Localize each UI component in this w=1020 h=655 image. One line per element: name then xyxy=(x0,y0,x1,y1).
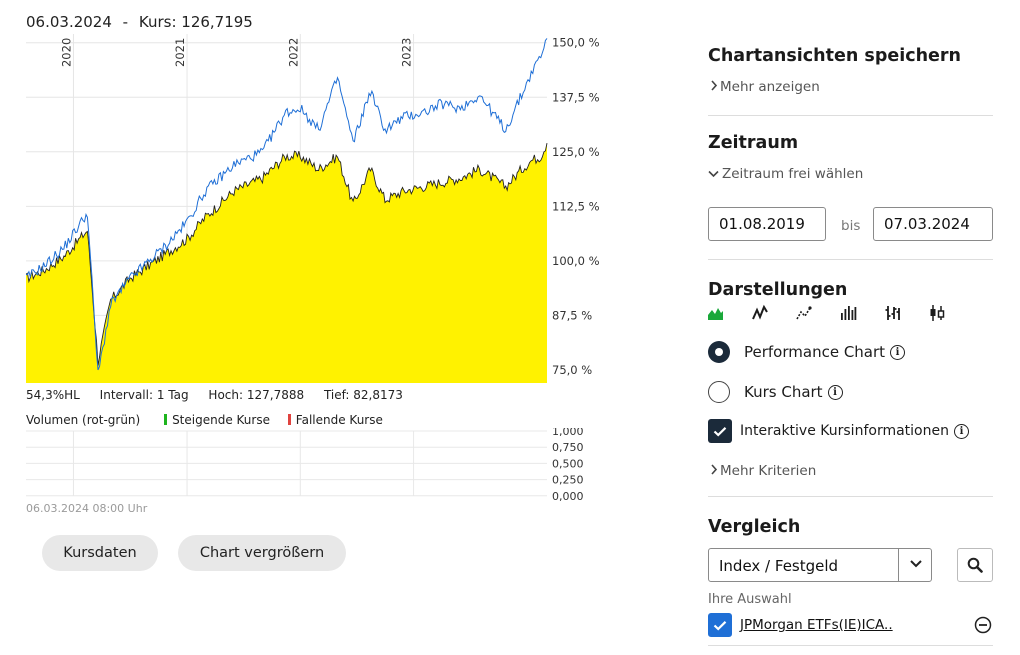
ihre-auswahl-label: Ihre Auswahl xyxy=(708,592,792,607)
performance-chart[interactable]: 150,0 % 137,5 % 125,0 % 112,5 % 100,0 % 87,5 … xyxy=(26,34,626,386)
check-icon xyxy=(713,426,727,437)
kursdaten-button[interactable]: Kursdaten xyxy=(42,535,158,571)
chevron-right-icon xyxy=(710,463,720,479)
chart-timestamp: 06.03.2024 08:00 Uhr xyxy=(26,502,148,515)
x-tick-label: 2020 xyxy=(59,38,73,67)
header-date: 06.03.2024 xyxy=(26,13,112,31)
bar-chart-icon[interactable] xyxy=(839,304,857,322)
ohlc-chart-icon[interactable] xyxy=(884,304,902,322)
y-tick-label: 100,0 % xyxy=(552,254,600,268)
y-tick-label: 75,0 % xyxy=(552,363,592,377)
chevron-down-icon xyxy=(708,166,722,182)
comparison-line-series xyxy=(26,38,548,371)
rising-swatch xyxy=(164,414,168,425)
info-icon[interactable]: i xyxy=(953,423,969,439)
y-tick-label: 87,5 % xyxy=(552,308,592,322)
divider xyxy=(708,496,993,497)
date-from-input[interactable] xyxy=(708,207,826,241)
volume-tick-label: 0,250 xyxy=(552,474,584,487)
chart-header: 06.03.2024 - Kurs: 126,7195 xyxy=(26,13,253,31)
volume-tick-label: 0,000 xyxy=(552,490,584,503)
falling-swatch xyxy=(287,414,291,425)
search-icon xyxy=(967,557,983,573)
info-icon[interactable]: i xyxy=(827,384,843,400)
line-chart-icon[interactable] xyxy=(751,304,769,322)
mehr-anzeigen-label: Mehr anzeigen xyxy=(720,79,820,95)
volume-legend: Volumen (rot-grün) Steigende Kurse Falle… xyxy=(26,413,383,427)
y-tick-label: 112,5 % xyxy=(552,199,600,213)
interactive-info-option[interactable]: Interaktive Kursinformationen i xyxy=(708,419,969,443)
y-tick-label: 150,0 % xyxy=(552,36,600,50)
volume-tick-label: 0,500 xyxy=(552,457,584,470)
dot-line-chart-icon[interactable] xyxy=(795,304,813,322)
performance-chart-label: Performance Chart xyxy=(744,343,886,361)
area-series xyxy=(26,143,547,383)
y-tick-label: 137,5 % xyxy=(552,90,600,104)
x-tick-label: 2021 xyxy=(173,38,187,67)
stat-hl: 54,3%HL xyxy=(26,388,80,402)
divider xyxy=(708,645,993,646)
stat-low: Tief: 82,8173 xyxy=(323,388,403,402)
performance-chart-option[interactable]: Performance Chart i xyxy=(708,341,906,363)
mehr-kriterien-label: Mehr Kriterien xyxy=(720,463,817,479)
chart-vergroessern-button[interactable]: Chart vergrößern xyxy=(178,535,346,571)
save-views-title: Chartansichten speichern xyxy=(708,46,962,66)
zeitraum-title: Zeitraum xyxy=(708,133,799,153)
candlestick-chart-icon[interactable] xyxy=(928,304,946,322)
x-tick-label: 2022 xyxy=(286,38,300,67)
info-icon[interactable]: i xyxy=(890,344,906,360)
interactive-info-checkbox[interactable] xyxy=(708,419,732,443)
area-chart-icon[interactable] xyxy=(707,304,725,322)
check-icon xyxy=(713,620,727,631)
select-separator xyxy=(898,549,899,581)
radio-unselected[interactable] xyxy=(708,381,730,403)
falling-label: Fallende Kurse xyxy=(295,413,383,427)
chevron-down-icon xyxy=(910,560,922,568)
mehr-anzeigen-link[interactable]: Mehr anzeigen xyxy=(710,79,820,95)
x-tick-label: 2023 xyxy=(400,38,414,67)
price-line-series xyxy=(26,143,548,366)
stat-interval: Intervall: 1 Tag xyxy=(99,388,189,402)
divider xyxy=(708,259,993,260)
kurs-chart-label: Kurs Chart xyxy=(744,383,823,401)
selected-item-link[interactable]: JPMorgan ETFs(IE)ICA.. xyxy=(740,617,893,633)
kurs-chart-option[interactable]: Kurs Chart i xyxy=(708,381,843,403)
interactive-info-label: Interaktive Kursinformationen xyxy=(740,423,949,439)
volume-tick-label: 0,750 xyxy=(552,441,584,454)
header-price: Kurs: 126,7195 xyxy=(138,13,253,31)
bis-label: bis xyxy=(841,218,861,234)
stat-high: Hoch: 127,7888 xyxy=(208,388,305,402)
selected-item-checkbox[interactable] xyxy=(708,613,732,637)
zeitraum-waehlen-toggle[interactable]: Zeitraum frei wählen xyxy=(708,166,863,182)
vergleich-title: Vergleich xyxy=(708,517,801,537)
mehr-kriterien-link[interactable]: Mehr Kriterien xyxy=(710,463,816,479)
remove-circle-icon[interactable] xyxy=(974,616,992,634)
vergleich-select-value: Index / Festgeld xyxy=(719,557,839,575)
volume-title: Volumen (rot-grün) xyxy=(26,413,141,427)
volume-chart: 1,000 0,750 0,500 0,250 0,000 xyxy=(26,428,584,503)
darstellungen-title: Darstellungen xyxy=(708,280,848,300)
divider xyxy=(708,115,993,116)
search-button[interactable] xyxy=(957,548,993,582)
header-separator: - xyxy=(122,13,129,31)
chart-stats: 54,3%HL Intervall: 1 Tag Hoch: 127,7888 … xyxy=(26,388,419,402)
zeitraum-waehlen-label: Zeitraum frei wählen xyxy=(722,166,864,182)
radio-selected[interactable] xyxy=(708,341,730,363)
y-tick-label: 125,0 % xyxy=(552,145,600,159)
chevron-right-icon xyxy=(710,79,720,95)
date-to-input[interactable] xyxy=(873,207,993,241)
rising-label: Steigende Kurse xyxy=(172,413,270,427)
volume-tick-label: 1,000 xyxy=(552,428,584,438)
vergleich-select[interactable]: Index / Festgeld xyxy=(708,548,932,582)
